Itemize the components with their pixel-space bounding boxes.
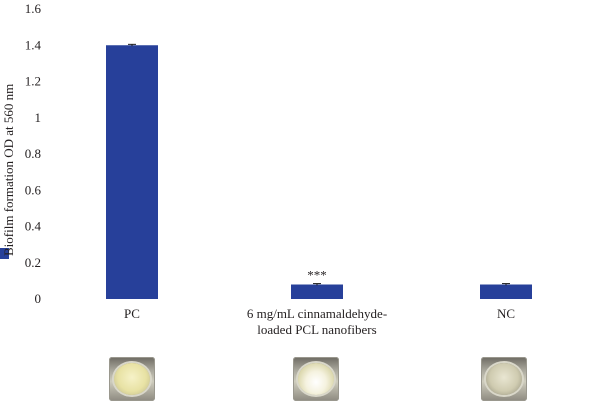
y-tick-label: 0.6 (25, 182, 42, 197)
y-tick-label: 0 (35, 291, 42, 306)
y-tick-label: 1.6 (25, 1, 42, 16)
x-axis-categories: PC 6 mg/mL cinnamaldehyde-loaded PCL nano… (124, 306, 515, 337)
y-tick-label: 1 (35, 110, 42, 125)
y-tick-label: 1.2 (25, 74, 41, 89)
bars (106, 43, 532, 299)
x-category-label: NC (497, 306, 515, 321)
y-tick-label: 1.4 (25, 37, 42, 52)
bar (106, 45, 158, 299)
legend-swatch (0, 248, 9, 259)
x-category-label: PC (124, 306, 140, 321)
bar-annotations: *** (307, 268, 327, 283)
pc-well-photo (109, 357, 155, 401)
x-category-label: 6 mg/mL cinnamaldehyde- (247, 306, 387, 321)
y-tick-label: 0.8 (25, 146, 41, 161)
significance-marker: *** (307, 268, 327, 283)
y-tick-label: 0.4 (25, 219, 42, 234)
nc-well-photo (481, 357, 527, 401)
bar (291, 284, 343, 299)
y-axis-title: Biofilm formation OD at 560 nm (0, 84, 16, 259)
y-tick-label: 0.2 (25, 255, 41, 270)
x-category-label: loaded PCL nanofibers (257, 322, 376, 337)
bar (480, 284, 532, 299)
y-axis-label: Biofilm formation OD at 560 nm (1, 84, 16, 256)
bar-chart: 0 0.2 0.4 0.6 0.8 1 1.2 1.4 1.6 *** PC 6 mg/mL ci… (0, 1, 532, 337)
nanofiber-well-photo (293, 357, 339, 401)
y-axis-ticks: 0 0.2 0.4 0.6 0.8 1 1.2 1.4 1.6 (25, 1, 42, 306)
